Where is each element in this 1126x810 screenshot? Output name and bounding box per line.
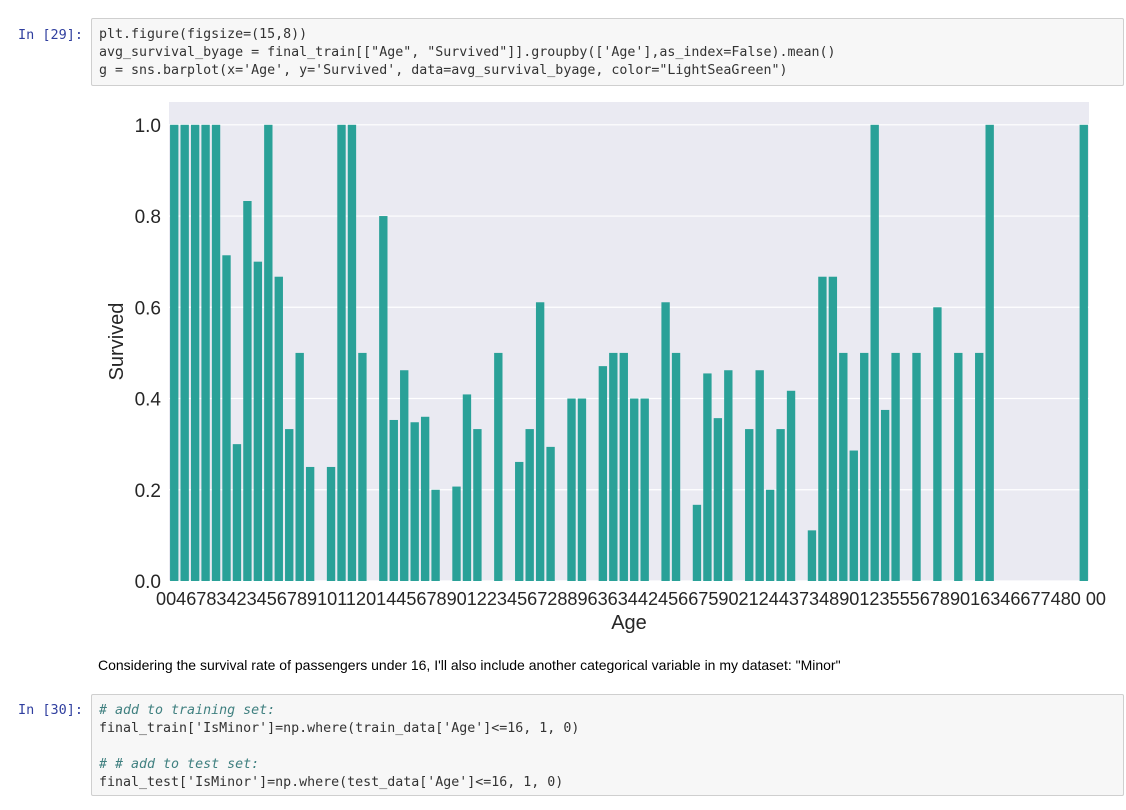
- bar: [891, 352, 900, 581]
- bar: [880, 409, 890, 581]
- bar: [567, 398, 576, 581]
- bar: [211, 124, 221, 582]
- bar: [337, 124, 346, 582]
- bar: [985, 124, 994, 582]
- bar: [661, 302, 670, 581]
- bar: [577, 398, 587, 581]
- bar: [954, 352, 963, 581]
- code-comment: # # add to test set:: [99, 757, 260, 772]
- y-tick-label: 0.2: [135, 481, 161, 502]
- y-tick-label: 0.6: [135, 298, 161, 319]
- markdown-text: Considering the survival rate of passeng…: [98, 657, 841, 673]
- bar: [525, 429, 534, 581]
- bar: [776, 429, 785, 581]
- bar: [285, 429, 294, 581]
- survival-by-age-bar-chart: 0.0 0.2 0.4 0.6 0.8 1.0 0046783423456789101120…: [106, 102, 1106, 634]
- bar: [190, 124, 200, 582]
- code-comment: # add to training set:: [99, 703, 276, 718]
- bar: [870, 124, 879, 582]
- bar: [546, 446, 555, 581]
- bar: [358, 352, 367, 581]
- code-line: g = sns.barplot(x='Age', y='Survived', d…: [99, 63, 788, 78]
- bar: [818, 276, 827, 581]
- bar: [724, 370, 733, 581]
- bar: [619, 352, 628, 581]
- bar: [295, 352, 304, 581]
- bar: [201, 124, 210, 582]
- bar: [264, 124, 273, 582]
- bar: [232, 444, 242, 581]
- code-cell-30[interactable]: # add to training set: final_train['IsMi…: [91, 694, 1124, 796]
- bar: [180, 124, 189, 582]
- bar: [975, 352, 984, 581]
- y-tick-label: 0.8: [135, 207, 161, 228]
- bar: [379, 216, 388, 582]
- bar: [389, 419, 398, 581]
- bar: [713, 418, 723, 581]
- bar: [400, 370, 409, 581]
- x-axis-label: Age: [611, 612, 647, 634]
- bar: [933, 307, 942, 581]
- y-tick-label: 0.4: [135, 390, 162, 411]
- bar: [535, 302, 545, 581]
- bar: [786, 390, 796, 581]
- bar: [828, 276, 838, 581]
- y-tick-label: 1.0: [135, 116, 161, 137]
- bar: [420, 416, 430, 581]
- bar: [640, 398, 649, 581]
- bar: [452, 486, 461, 581]
- bar: [515, 461, 524, 581]
- bar: [912, 352, 921, 581]
- bar: [462, 394, 472, 581]
- bar: [807, 530, 817, 581]
- bar: [494, 352, 503, 581]
- bar: [274, 276, 283, 581]
- bar: [347, 124, 357, 582]
- bar: [630, 398, 639, 581]
- bar: [410, 422, 419, 581]
- code-line: avg_survival_byage = final_train[["Age",…: [99, 45, 836, 60]
- y-tick-label: 0.0: [135, 572, 161, 593]
- bar: [692, 504, 702, 581]
- bar: [222, 255, 231, 581]
- bar: [598, 366, 608, 581]
- cell-29-prompt: In [29]:: [18, 27, 84, 43]
- bar: [253, 261, 263, 581]
- bar: [839, 352, 848, 581]
- code-line: final_test['IsMinor']=np.where(test_data…: [99, 775, 564, 790]
- bar: [326, 466, 336, 581]
- x-tick-labels: 0046783423456789101120144567890122345672…: [156, 589, 1106, 609]
- code-line: plt.figure(figsize=(15,8)): [99, 27, 308, 42]
- bar: [755, 370, 764, 581]
- bar: [1079, 124, 1088, 582]
- bar: [849, 450, 858, 581]
- bar: [765, 489, 775, 581]
- bar: [745, 429, 754, 581]
- y-axis-label: Survived: [106, 303, 128, 381]
- bar: [609, 352, 618, 581]
- code-cell-29[interactable]: plt.figure(figsize=(15,8)) avg_survival_…: [91, 18, 1124, 86]
- code-line: [92, 738, 1123, 756]
- bar: [671, 352, 681, 581]
- bar: [243, 200, 252, 581]
- bar: [703, 373, 712, 581]
- code-line: final_train['IsMinor']=np.where(train_da…: [99, 721, 580, 736]
- cell-30-prompt: In [30]:: [18, 702, 84, 718]
- bar: [473, 429, 482, 581]
- bar: [431, 489, 440, 581]
- bar: [170, 124, 179, 582]
- bar: [860, 352, 869, 581]
- bar: [305, 466, 315, 581]
